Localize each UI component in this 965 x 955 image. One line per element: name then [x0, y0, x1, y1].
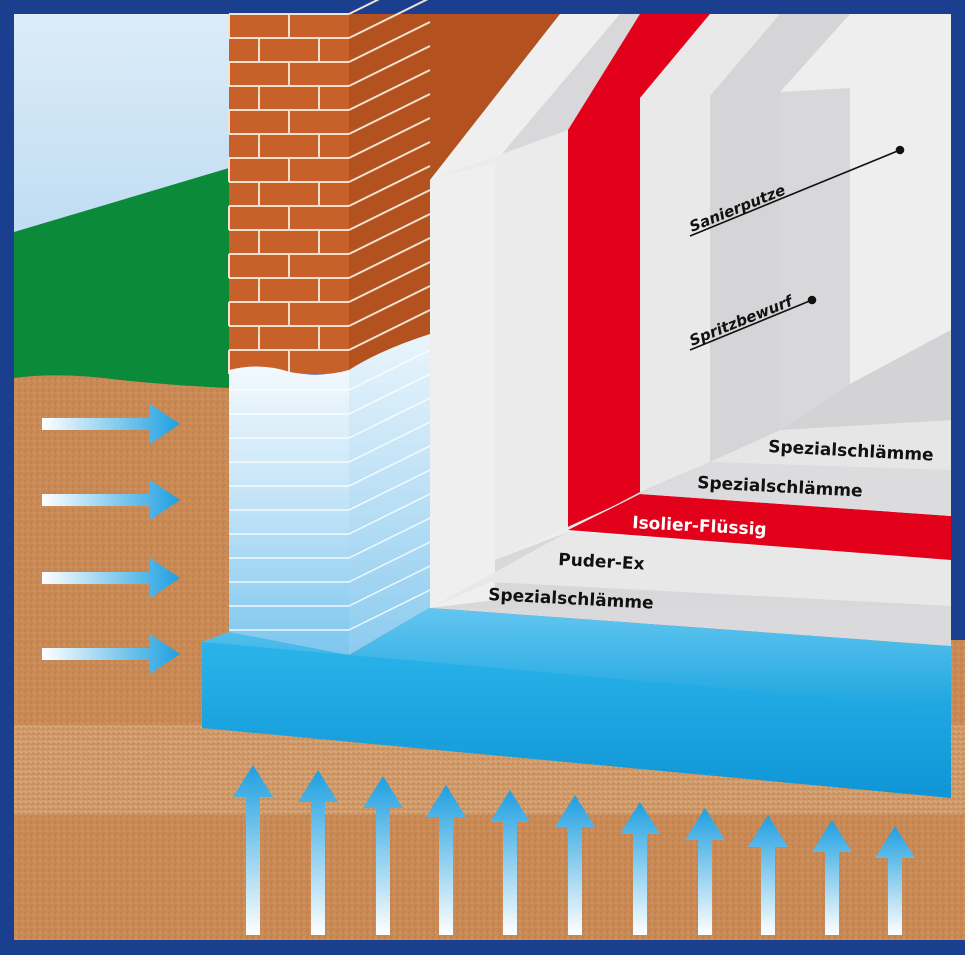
brick-wall — [228, 0, 560, 374]
ground-arrows — [233, 765, 915, 935]
pointer-lines — [689, 145, 905, 351]
arrow-up-icon — [298, 770, 338, 935]
arrow-right-icon — [42, 634, 180, 674]
arrow-up-icon — [490, 790, 530, 935]
isolier-strip-floor — [568, 494, 951, 560]
wet-wall — [229, 334, 431, 655]
foundation-slab — [202, 608, 951, 798]
arrow-up-icon — [748, 815, 788, 935]
grass — [14, 168, 229, 392]
arrow-up-icon — [555, 795, 595, 935]
arrow-up-icon — [875, 826, 915, 935]
arrow-right-icon — [42, 480, 180, 520]
arrow-right-icon — [42, 558, 180, 598]
arrow-up-icon — [426, 785, 466, 935]
floor-layers — [430, 330, 951, 646]
label-puder-ex: Puder-Ex — [558, 550, 645, 574]
isolier-strip-vertical — [568, 14, 710, 530]
arrow-up-icon — [233, 765, 273, 935]
arrow-up-icon — [812, 820, 852, 935]
arrow-up-icon — [620, 802, 660, 935]
arrow-up-icon — [685, 808, 725, 935]
side-arrows — [42, 404, 180, 674]
arrow-up-icon — [363, 776, 403, 935]
arrow-right-icon — [42, 404, 180, 444]
